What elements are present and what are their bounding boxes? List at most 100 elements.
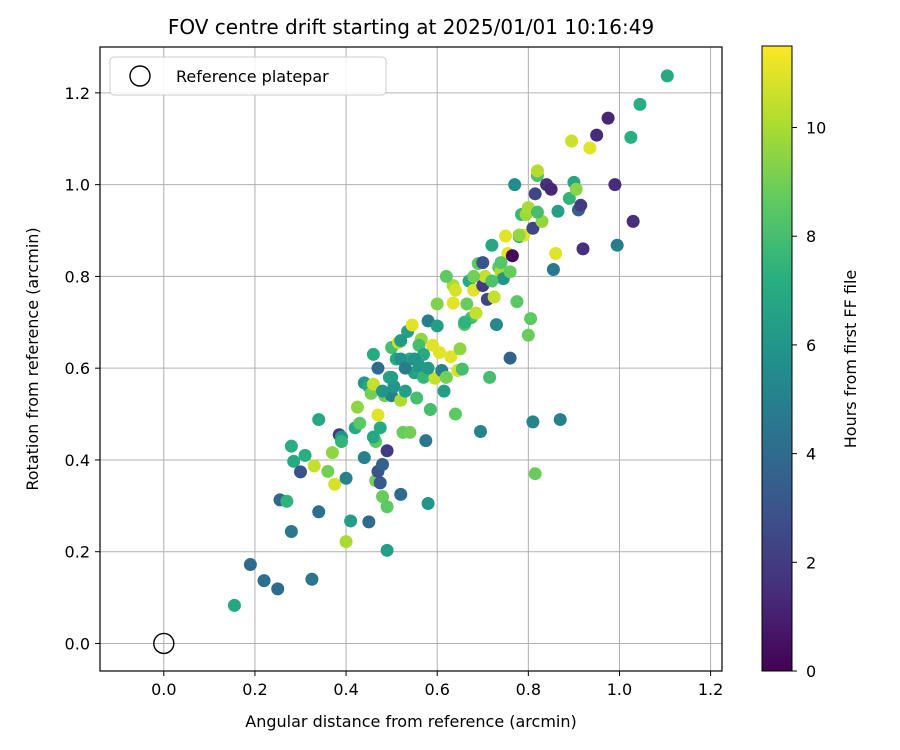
data-point xyxy=(373,421,387,435)
data-point xyxy=(373,476,387,490)
x-tick-label: 0.4 xyxy=(333,680,358,699)
data-point xyxy=(298,448,312,462)
data-point xyxy=(394,334,408,348)
data-point xyxy=(439,370,453,384)
data-point xyxy=(583,141,597,155)
data-point xyxy=(280,494,294,508)
data-point xyxy=(569,182,583,196)
data-point xyxy=(489,318,503,332)
data-point xyxy=(446,296,460,310)
data-point xyxy=(437,384,451,398)
data-point xyxy=(528,187,542,201)
x-tick-label: 0.0 xyxy=(151,680,176,699)
data-point xyxy=(544,182,558,196)
y-tick-label: 0.6 xyxy=(65,359,90,378)
x-tick-label: 1.2 xyxy=(698,680,723,699)
data-point xyxy=(421,497,435,511)
data-point xyxy=(353,416,367,430)
colorbar-label: Hours from first FF file xyxy=(841,270,860,449)
legend-box xyxy=(109,56,387,96)
data-point xyxy=(410,391,424,405)
data-point xyxy=(403,425,417,439)
y-tick-label: 0.8 xyxy=(65,267,90,286)
colorbar-tick-label: 6 xyxy=(806,336,816,355)
data-point xyxy=(469,306,483,320)
data-point xyxy=(339,471,353,485)
data-point xyxy=(380,500,394,514)
data-point xyxy=(385,370,399,384)
data-point xyxy=(421,361,435,375)
data-point xyxy=(430,319,444,333)
colorbar-tick-label: 0 xyxy=(806,662,816,681)
reference-platepar-marker xyxy=(153,632,175,655)
data-point xyxy=(305,572,319,586)
colorbar: 0 2 4 6 8 10 Hours from first FF file xyxy=(761,45,860,681)
data-point xyxy=(376,458,390,472)
y-axis-ticks: 0.0 0.2 0.4 0.6 0.8 1.0 1.2 xyxy=(65,84,100,653)
data-point xyxy=(371,361,385,375)
x-axis-ticks: 0.0 0.2 0.4 0.6 0.8 1.0 1.2 xyxy=(151,671,723,699)
legend: Reference platepar xyxy=(109,56,387,96)
data-point xyxy=(405,318,419,332)
data-point xyxy=(398,384,412,398)
data-point xyxy=(271,582,285,596)
data-point xyxy=(528,467,542,481)
data-point xyxy=(503,265,517,279)
data-point xyxy=(453,342,467,356)
data-point xyxy=(601,111,615,125)
data-point xyxy=(432,346,446,360)
data-point xyxy=(485,238,499,252)
data-point xyxy=(448,283,462,297)
data-point xyxy=(526,221,540,235)
data-point xyxy=(455,362,469,376)
data-point xyxy=(608,178,622,192)
colorbar-gradient xyxy=(761,45,793,672)
data-point xyxy=(473,424,487,438)
data-point xyxy=(551,204,565,218)
y-tick-label: 1.2 xyxy=(65,84,90,103)
data-point xyxy=(512,228,526,242)
data-point xyxy=(549,246,563,260)
data-point xyxy=(284,525,298,539)
data-point xyxy=(293,465,307,479)
data-point xyxy=(398,361,412,375)
data-point xyxy=(321,464,335,478)
data-point xyxy=(485,274,499,288)
data-point xyxy=(328,477,342,491)
legend-label: Reference platepar xyxy=(176,67,329,86)
data-point xyxy=(394,487,408,501)
data-point xyxy=(503,351,517,365)
data-point xyxy=(284,439,298,453)
x-axis-label: Angular distance from reference (arcmin) xyxy=(245,712,576,731)
data-point xyxy=(633,97,647,111)
data-point xyxy=(565,134,579,148)
data-point xyxy=(494,256,508,270)
data-point xyxy=(287,454,301,468)
data-point xyxy=(590,128,604,142)
data-point xyxy=(624,130,638,144)
data-point xyxy=(257,574,271,588)
data-point xyxy=(325,446,339,460)
data-point xyxy=(526,415,540,429)
data-point xyxy=(521,328,535,342)
data-point xyxy=(444,350,458,364)
colorbar-tick-label: 4 xyxy=(806,445,816,464)
data-point xyxy=(546,263,560,277)
data-point xyxy=(524,312,538,326)
data-point xyxy=(448,407,462,421)
x-tick-label: 0.2 xyxy=(242,680,267,699)
x-tick-label: 1.0 xyxy=(607,680,632,699)
data-point xyxy=(307,459,321,473)
data-point xyxy=(439,269,453,283)
colorbar-tick-label: 8 xyxy=(806,227,816,246)
data-point xyxy=(344,514,358,528)
legend-marker xyxy=(129,65,151,87)
data-point xyxy=(660,69,674,83)
data-point xyxy=(371,408,385,422)
data-point xyxy=(499,229,513,243)
data-point xyxy=(430,297,444,311)
y-tick-label: 0.4 xyxy=(65,451,90,470)
plot-frame xyxy=(99,46,723,672)
y-tick-label: 0.2 xyxy=(65,543,90,562)
data-point xyxy=(423,402,437,416)
